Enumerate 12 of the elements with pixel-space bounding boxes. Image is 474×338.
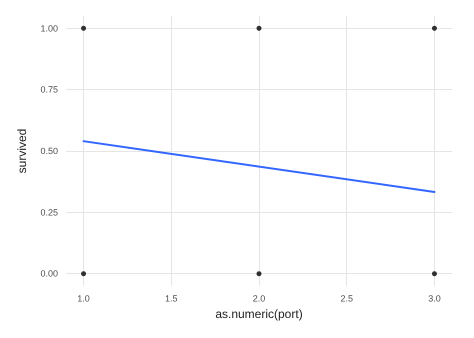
x-tick-label: 1.5 [165, 294, 178, 304]
y-tick-label: 0.00 [40, 268, 58, 279]
x-tick-label: 2.0 [252, 294, 266, 304]
y-tick-label: 1.00 [40, 23, 58, 34]
x-tick-label: 3.0 [428, 294, 441, 304]
y-tick-label: 0.75 [40, 84, 58, 95]
x-tick-label: 1.0 [77, 294, 90, 304]
y-tick-label: 0.25 [40, 207, 58, 218]
x-axis-title: as.numeric(port) [215, 307, 303, 321]
y-axis-title: survived [15, 128, 29, 174]
y-tick-label: 0.50 [40, 146, 58, 156]
x-tick-label: 2.5 [340, 294, 353, 304]
